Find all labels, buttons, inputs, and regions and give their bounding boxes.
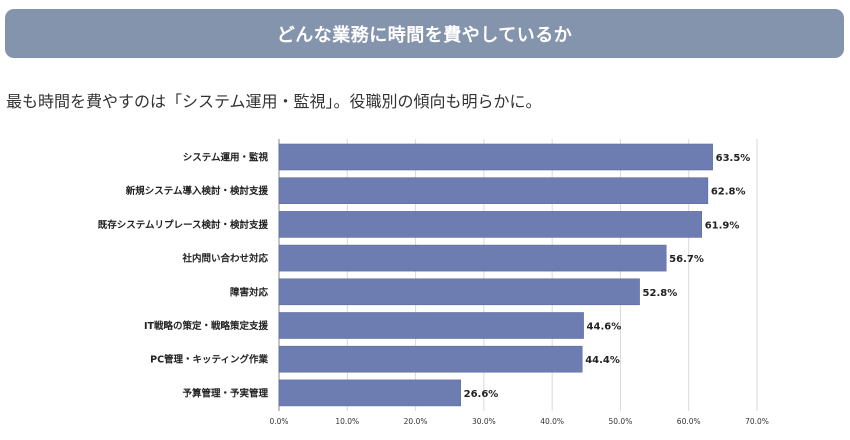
bar [278, 143, 713, 171]
bar [278, 345, 583, 373]
bar [278, 177, 709, 205]
value-label: 63.5% [716, 153, 751, 164]
x-tick-label: 10.0% [335, 417, 359, 426]
category-label: 予算管理・予実管理 [182, 387, 268, 399]
x-tick-label: 20.0% [404, 417, 428, 426]
value-label: 61.9% [705, 220, 740, 231]
bar [278, 379, 461, 407]
bar [278, 211, 702, 238]
bar [278, 312, 584, 339]
value-label: 26.6% [464, 389, 499, 400]
x-tick-label: 30.0% [472, 417, 496, 426]
category-label: 社内問い合わせ対応 [181, 253, 268, 265]
value-label: 44.4% [585, 355, 620, 366]
value-label: 56.7% [669, 254, 704, 265]
title-banner: どんな業務に時間を費やしているか [5, 9, 844, 58]
x-tick-label: 60.0% [677, 417, 701, 426]
x-tick-label: 40.0% [540, 417, 564, 426]
value-label: 62.8% [711, 187, 746, 198]
category-label: 新規システム導入検討・検討支援 [126, 185, 269, 197]
category-label: PC管理・キッティング作業 [150, 354, 268, 366]
category-label: 既存システムリプレース検討・検討支援 [98, 219, 269, 231]
page-subtitle: 最も時間を費やすのは「システム運用・監視」。役職別の傾向も明らかに。 [6, 92, 542, 111]
category-label: システム運用・監視 [183, 152, 269, 164]
value-label: 44.6% [587, 322, 622, 333]
bar [278, 244, 667, 272]
bar-chart: 0.0% 10.0% 20.0% 30.0% 40.0% 50.0% 60.0% 70.0% シ… [98, 139, 769, 426]
x-tick-label: 0.0% [269, 417, 288, 426]
x-tick-label: 50.0% [609, 417, 633, 426]
bar [278, 278, 640, 306]
page-title: どんな業務に時間を費やしているか [276, 24, 573, 46]
value-label: 52.8% [643, 288, 678, 299]
category-label: IT戦略の策定・戦略策定支援 [144, 320, 269, 332]
category-label: 障害対応 [230, 286, 269, 298]
x-tick-label: 70.0% [745, 417, 769, 426]
